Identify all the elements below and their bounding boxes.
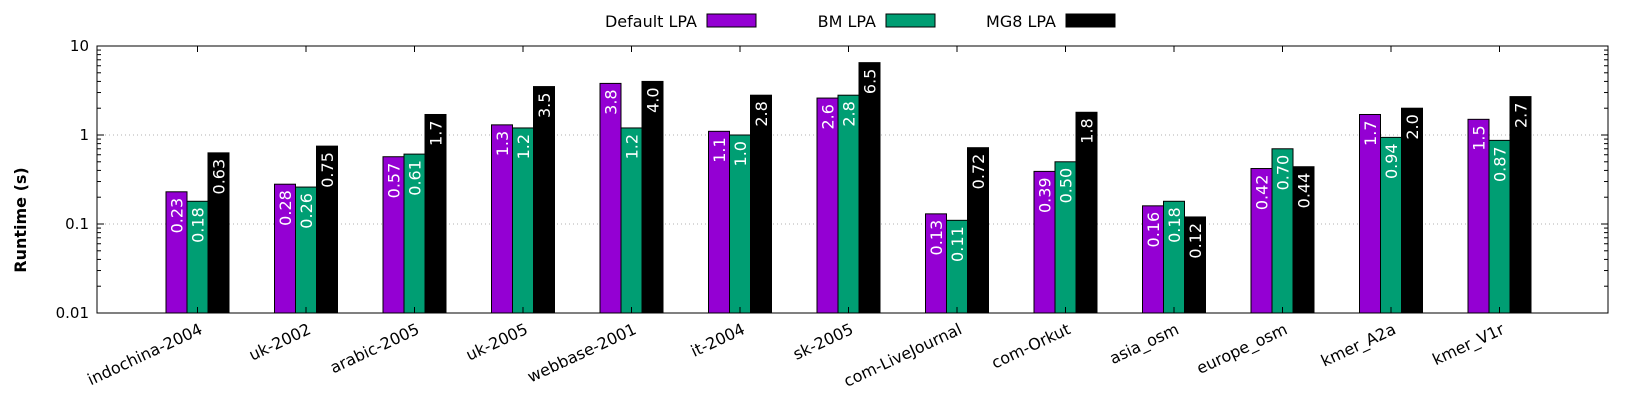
legend-label: MG8 LPA <box>986 12 1056 31</box>
x-category-label: webbase-2001 <box>524 319 639 386</box>
bar-data-label: 0.13 <box>927 220 946 256</box>
x-category-label: kmer_A2a <box>1318 319 1399 371</box>
bar-data-label: 0.39 <box>1036 177 1055 213</box>
bar <box>533 86 555 314</box>
x-category-label: asia_osm <box>1106 319 1182 368</box>
x-category-label: uk-2002 <box>246 319 314 364</box>
x-category-label: sk-2005 <box>790 319 856 363</box>
bar-data-label: 0.57 <box>385 163 404 199</box>
bar-data-label: 0.26 <box>297 193 316 229</box>
bar-data-label: 0.12 <box>1186 223 1205 259</box>
bar-data-label: 1.8 <box>1078 118 1097 143</box>
bar-data-label: 0.94 <box>1382 143 1401 179</box>
y-tick-label: 10 <box>70 37 89 55</box>
bar-data-label: 2.0 <box>1403 114 1422 139</box>
bar-data-label: 0.75 <box>318 152 337 188</box>
legend-swatch <box>1065 13 1116 28</box>
bar-data-label: 3.5 <box>535 93 554 118</box>
bar-data-label: 2.8 <box>752 101 771 126</box>
legend-swatch <box>706 13 757 28</box>
bar <box>750 94 772 314</box>
bar-data-label: 0.18 <box>189 207 208 243</box>
bar-data-label: 0.72 <box>969 154 988 190</box>
legend-swatch <box>885 13 936 28</box>
bar-data-label: 1.3 <box>493 131 512 156</box>
bar-data-label: 1.5 <box>1470 125 1489 150</box>
x-category-label: uk-2005 <box>463 319 531 364</box>
bar-data-label: 2.7 <box>1512 103 1531 128</box>
x-category-label: it-2004 <box>688 319 748 360</box>
bar-data-label: 0.11 <box>948 226 967 262</box>
legend: Default LPA BM LPA MG8 LPA <box>605 12 1116 31</box>
plot-frame <box>96 45 1609 314</box>
bar <box>858 62 881 314</box>
legend-label: BM LPA <box>818 12 876 31</box>
bar-data-label: 1.1 <box>710 137 729 162</box>
bar-data-label: 0.18 <box>1165 207 1184 243</box>
y-tick-label: 0.1 <box>65 215 89 233</box>
x-category-label: europe_osm <box>1194 319 1291 378</box>
bar <box>1509 96 1532 314</box>
bar-data-label: 0.63 <box>210 159 229 195</box>
bar-data-label: 3.8 <box>602 89 621 114</box>
bar-data-label: 0.23 <box>168 198 187 234</box>
bar-data-label: 0.50 <box>1057 168 1076 204</box>
bar-data-label: 2.6 <box>819 104 838 129</box>
bar-data-label: 1.7 <box>1361 120 1380 145</box>
bar-data-label: 1.2 <box>623 134 642 159</box>
bar-data-label: 4.0 <box>644 87 663 112</box>
bar-data-label: 0.28 <box>276 190 295 226</box>
x-category-label: com-Orkut <box>988 319 1073 372</box>
y-tick-label: 1 <box>79 126 89 144</box>
bar-data-label: 0.16 <box>1144 212 1163 248</box>
bar <box>641 80 664 314</box>
bar-data-label: 0.61 <box>406 160 425 196</box>
bar-data-label: 0.70 <box>1274 155 1293 191</box>
y-axis-label: Runtime (s) <box>11 167 30 272</box>
bar-data-label: 0.87 <box>1491 146 1510 182</box>
bar-data-label: 1.0 <box>731 141 750 166</box>
y-tick-label: 0.01 <box>56 304 89 322</box>
bar-data-label: 0.42 <box>1253 175 1272 211</box>
bars-layer: 0.23 0.180.630.28 0.260.75 0.57 0.611.7 1.3 1.… <box>165 62 1532 314</box>
bar-data-label: 1.2 <box>514 134 533 159</box>
bar <box>837 94 860 314</box>
x-category-label: kmer_V1r <box>1429 319 1508 370</box>
x-category-label: arabic-2005 <box>327 319 422 377</box>
bar-data-label: 2.8 <box>840 101 859 126</box>
bar-data-label: 6.5 <box>861 69 880 94</box>
bar <box>599 82 622 314</box>
legend-label: Default LPA <box>605 12 697 31</box>
x-category-label: indochina-2004 <box>84 319 205 389</box>
bar-data-label: 1.7 <box>427 120 446 145</box>
bar-data-label: 0.44 <box>1295 173 1314 209</box>
x-category-label: com-LiveJournal <box>841 319 965 390</box>
